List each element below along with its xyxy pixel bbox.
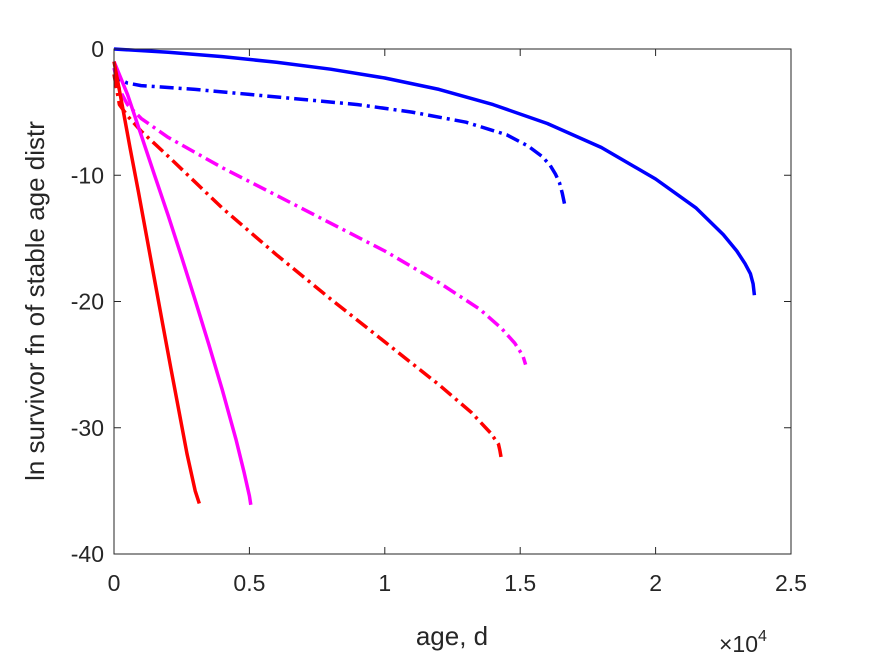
series-line-4: [112, 73, 503, 459]
y-tick-label: -40: [71, 541, 104, 567]
axes-box: [113, 48, 792, 555]
x-tick-label: 1.5: [504, 570, 536, 596]
x-tick-label: 0: [108, 570, 121, 596]
series-line-1: [113, 47, 757, 296]
x-exponent-power: 4: [758, 628, 767, 645]
series-line-6: [112, 61, 201, 505]
y-axis-label: ln survivor fn of stable age distr: [20, 121, 50, 481]
x-tick-label: 2.5: [775, 570, 807, 596]
y-tick-label: 0: [91, 36, 104, 62]
series-line-5: [112, 60, 253, 506]
x-tick-label: 0.5: [233, 570, 265, 596]
y-tick-label: -30: [71, 415, 104, 441]
y-tick-label: -10: [71, 162, 104, 188]
series-layer: [112, 47, 757, 506]
x-tick-label: 1: [378, 570, 391, 596]
x-tick-label: 2: [649, 570, 662, 596]
x-exponent-base: ×10: [719, 631, 758, 656]
x-ticks: 0 0.5 1 1.5 2 2.5: [108, 49, 807, 596]
x-exponent-label: ×104: [719, 628, 767, 656]
y-ticks: 0 -10 -20 -30 -40: [71, 36, 791, 567]
x-axis-label: age, d: [416, 621, 488, 651]
y-tick-label: -20: [71, 289, 104, 315]
series-line-3: [112, 67, 528, 366]
series-line-2: [112, 67, 567, 206]
